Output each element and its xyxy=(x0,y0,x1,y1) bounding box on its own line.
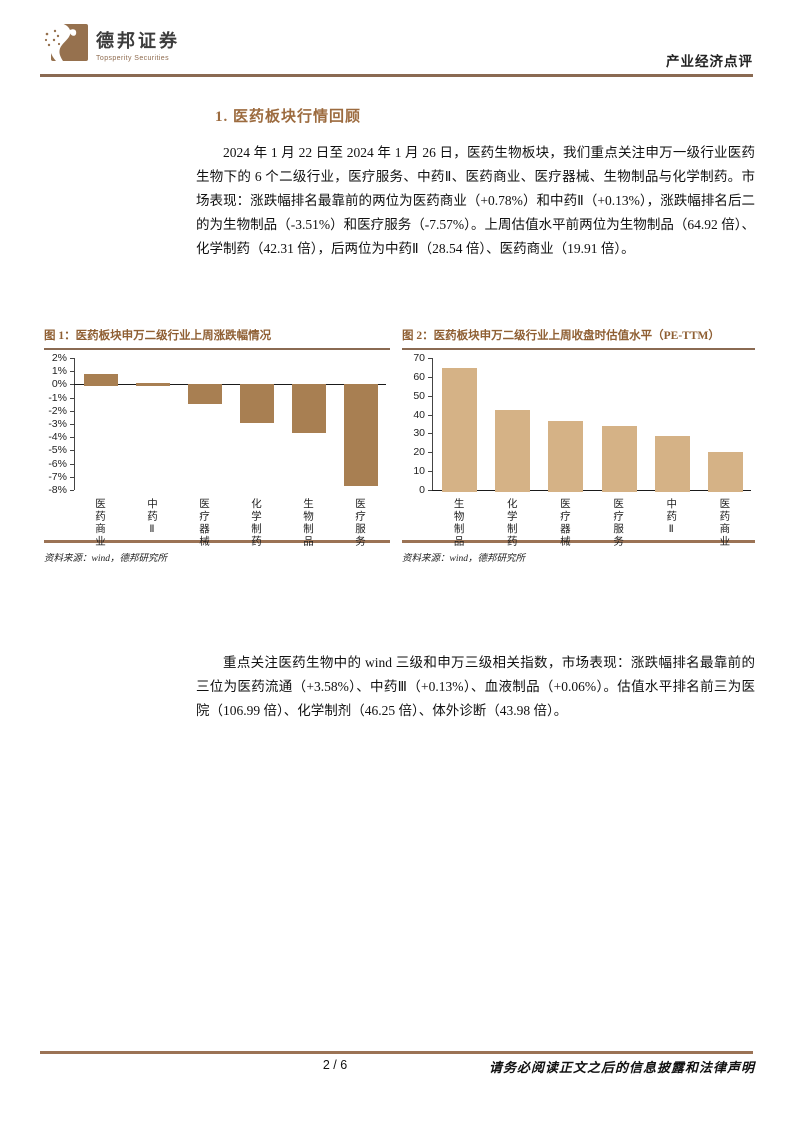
y-tick-mark xyxy=(428,395,432,397)
y-axis-line xyxy=(432,358,433,490)
leopard-icon xyxy=(44,22,88,61)
bar-中药Ⅱ xyxy=(654,436,690,492)
bar-化学制药 xyxy=(495,410,531,492)
bar-医疗服务 xyxy=(343,384,379,487)
y-tick-label: -7% xyxy=(48,470,67,483)
y-tick-label: 60 xyxy=(413,370,425,383)
x-category-label: 生物制品 xyxy=(452,498,464,548)
footer-disclaimer: 请务必阅读正文之后的信息披露和法律声明 xyxy=(488,1060,755,1075)
brand-name-cn: 德邦证券 xyxy=(96,31,180,51)
y-tick-mark xyxy=(70,424,74,425)
bar-医疗服务 xyxy=(601,426,637,492)
figure-2-title-rule xyxy=(402,348,755,350)
y-tick-mark xyxy=(428,452,432,454)
figure-1-chart: 2% 1% 0% -1% -2% -3% -4% -5% -6% -7% -8% 医药商业 中药Ⅱ 医疗器… xyxy=(44,352,390,548)
y-tick-mark xyxy=(70,410,74,412)
report-type-label: 产业经济点评 xyxy=(666,54,753,69)
x-category-label: 中药Ⅱ xyxy=(665,498,677,537)
y-tick-label: -8% xyxy=(48,484,67,496)
brand-logo xyxy=(44,22,90,64)
y-tick-mark xyxy=(428,358,432,359)
bar-中药Ⅱ xyxy=(135,382,171,387)
x-category-label: 中药Ⅱ xyxy=(146,498,157,537)
y-tick-label: 1% xyxy=(51,365,67,378)
figure-1: 图 1：医药板块申万二级行业上周涨跌幅情况 2% 1% 0% -1% -2% -3% -4%… xyxy=(44,328,390,564)
x-category-label: 化学制药 xyxy=(250,498,261,548)
header-divider xyxy=(40,74,753,77)
y-tick-mark xyxy=(70,476,74,478)
paragraph-market-review: 2024 年 1 月 22 日至 2024 年 1 月 26 日，医药生物板块，… xyxy=(196,145,755,256)
figure-1-title: 图 1：医药板块申万二级行业上周涨跌幅情况 xyxy=(44,330,272,342)
y-axis-line xyxy=(74,358,75,490)
figure-2-bottom-rule xyxy=(402,540,755,543)
y-tick-mark xyxy=(428,433,432,435)
paragraph-subindex-review: 重点关注医药生物中的 wind 三级和申万三级相关指数，市场表现：涨跌幅排名最靠… xyxy=(196,655,755,718)
x-category-label: 医疗服务 xyxy=(612,498,624,548)
x-category-label: 医药商业 xyxy=(718,498,730,548)
y-tick-mark xyxy=(428,471,432,473)
figure-2-source: 资料来源：wind，德邦研究所 xyxy=(402,553,525,564)
y-tick-label: 0 xyxy=(419,484,425,496)
bar-化学制药 xyxy=(239,384,275,424)
figure-1-bottom-rule xyxy=(44,540,390,543)
x-category-label: 医疗器械 xyxy=(558,498,570,548)
y-tick-label: -4% xyxy=(48,431,67,444)
figure-2-title: 图 2：医药板块申万二级行业上周收盘时估值水平（PE-TTM） xyxy=(402,330,720,342)
y-tick-label: -1% xyxy=(48,391,67,404)
zero-axis-line xyxy=(432,489,751,491)
bar-生物制品 xyxy=(291,384,327,433)
y-tick-mark xyxy=(70,437,74,439)
y-tick-label: 2% xyxy=(51,352,67,364)
x-category-label: 化学制药 xyxy=(505,498,517,548)
figure-2-chart: 70 60 50 40 30 20 10 0 生物制品 化学制药 医疗器械 医疗服务 中药Ⅱ 医药商业 xyxy=(402,352,755,548)
x-category-label: 医疗服务 xyxy=(354,498,365,548)
x-category-label: 医药商业 xyxy=(94,498,105,548)
x-category-label: 生物制品 xyxy=(302,498,313,548)
y-tick-mark xyxy=(70,463,74,465)
y-tick-label: -3% xyxy=(48,418,67,430)
y-tick-label: 30 xyxy=(413,427,425,440)
section-heading: 1. 医药板块行情回顾 xyxy=(215,109,362,125)
y-tick-label: 50 xyxy=(413,389,425,402)
x-category-label: 医疗器械 xyxy=(198,498,209,548)
footer-divider xyxy=(40,1051,753,1054)
bar-医疗器械 xyxy=(548,421,584,492)
zero-axis-line xyxy=(74,383,386,386)
y-tick-label: 20 xyxy=(413,446,425,459)
figure-2: 图 2：医药板块申万二级行业上周收盘时估值水平（PE-TTM） 70 60 50 40… xyxy=(402,328,755,564)
bar-医药商业 xyxy=(83,374,119,387)
y-tick-label: -6% xyxy=(48,457,67,470)
brand-text: 德邦证券 Topsperity Securities xyxy=(96,27,180,62)
bar-生物制品 xyxy=(442,367,478,492)
y-tick-mark xyxy=(428,490,432,491)
y-tick-mark xyxy=(428,414,432,416)
y-tick-label: -2% xyxy=(48,404,67,417)
y-tick-mark xyxy=(70,384,74,386)
bar-医疗器械 xyxy=(187,384,223,404)
bar-医药商业 xyxy=(707,452,743,492)
page-number: 2 / 6 xyxy=(322,1058,348,1072)
figure-1-title-rule xyxy=(44,348,390,350)
y-tick-mark xyxy=(70,358,74,359)
y-tick-mark xyxy=(70,371,74,373)
brand-name-en: Topsperity Securities xyxy=(96,55,169,62)
y-tick-label: 40 xyxy=(413,408,425,421)
y-tick-mark xyxy=(70,450,74,452)
y-tick-mark xyxy=(70,397,74,399)
y-tick-mark xyxy=(428,376,432,378)
y-tick-label: 70 xyxy=(413,352,425,364)
y-tick-label: 10 xyxy=(413,465,425,478)
y-tick-label: -5% xyxy=(48,444,67,457)
figure-1-source: 资料来源：wind，德邦研究所 xyxy=(44,553,167,564)
y-tick-mark xyxy=(70,490,74,491)
y-tick-label: 0% xyxy=(51,378,67,391)
